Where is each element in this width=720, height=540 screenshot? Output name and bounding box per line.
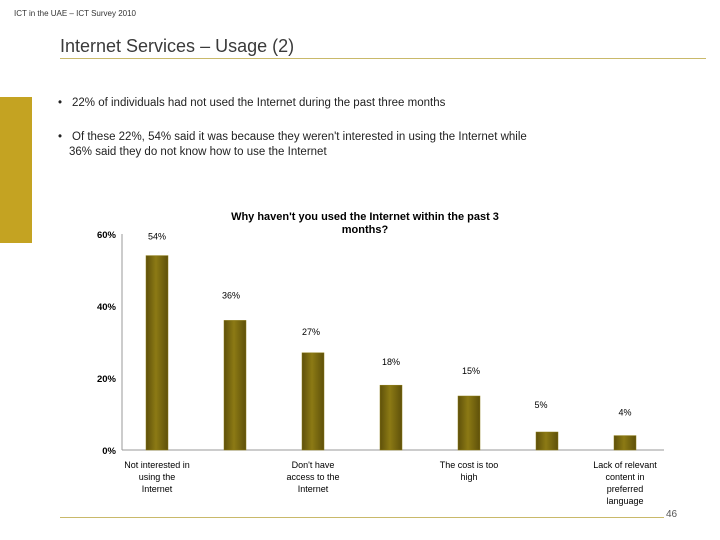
bar [457,395,481,451]
report-header: ICT in the UAE – ICT Survey 2010 [14,9,136,18]
category-label-line: content in [605,472,644,482]
bullet-1-line-1: 22% of individuals had not used the Inte… [72,97,446,109]
accent-side-bar [0,97,32,243]
bar [145,255,169,451]
category-label-line: high [460,472,477,482]
bar [301,352,325,451]
data-label: 4% [618,408,631,418]
page-title: Internet Services – Usage (2) [60,36,295,56]
category-label-line: preferred [607,484,644,494]
bullet-marker: • [58,131,63,143]
title-divider [60,58,706,59]
category-label: Not interested in using the Internet [124,460,190,494]
page-number: 46 [666,509,678,520]
y-tick-label: 20% [97,374,117,385]
bar [535,431,559,451]
data-label: 54% [148,232,166,242]
data-label: 27% [302,327,320,337]
bullet-2: • Of these 22%, 54% said it was because t… [58,130,678,160]
bullet-marker: • [58,97,63,109]
category-label-line: The cost is too [440,460,499,470]
category-label: Don't have access to the Internet [286,460,339,494]
category-label-line: Internet [142,484,173,494]
data-label: 18% [382,357,400,367]
bullet-2-line-2: 36% said they do not know how to use the… [69,146,327,158]
category-label-line: Don't have [292,460,335,470]
y-tick-label: 0% [102,446,116,457]
category-label-line: using the [139,472,176,482]
data-label: 5% [534,400,547,410]
bar [223,320,247,451]
category-label: The cost is too high [440,460,499,482]
y-tick-label: 40% [97,302,117,313]
category-label-line: Not interested in [124,460,190,470]
chart-title: Why haven't you used the Internet within… [231,211,499,236]
category-label-line: access to the [286,472,339,482]
chart-title-line: months? [342,224,389,236]
data-label: 36% [222,290,240,300]
category-label-line: Lack of relevant [593,460,657,470]
chart-title-line: Why haven't you used the Internet within… [231,211,499,223]
category-label-line: language [606,496,643,506]
footer-divider [60,517,664,518]
y-tick-label: 60% [97,230,117,241]
category-label-line: Internet [298,484,329,494]
bullet-2-line-1: Of these 22%, 54% said it was because th… [72,131,527,143]
bar [613,435,637,451]
bullet-1: • 22% of individuals had not used the Int… [58,96,678,111]
bar [379,384,403,451]
category-label: Lack of relevant content in preferred langu… [593,460,657,506]
data-label: 15% [462,366,480,376]
